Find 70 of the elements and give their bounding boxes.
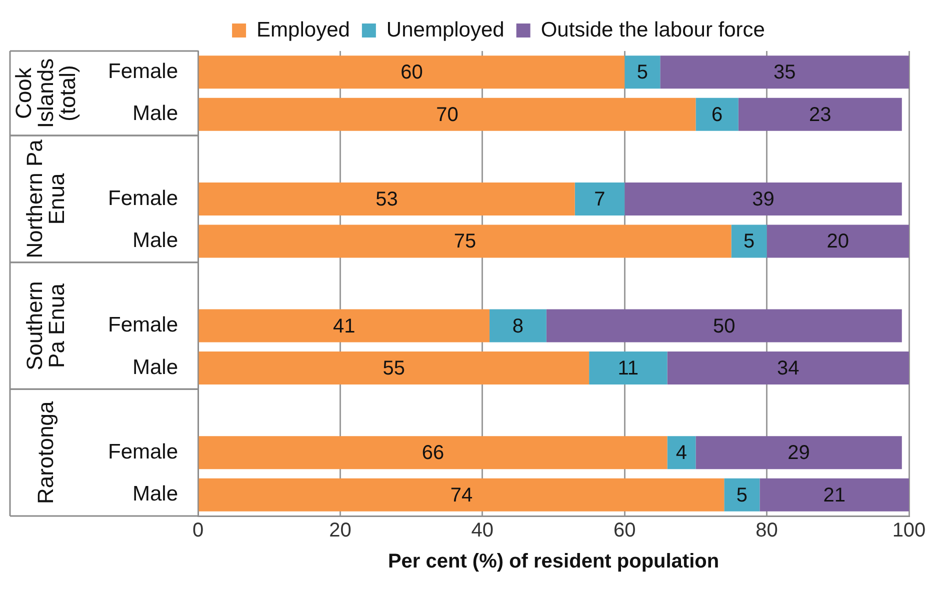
text: Rarotonga [33, 400, 58, 504]
data-label: 70 [436, 104, 458, 126]
bar [760, 478, 909, 512]
x-tick-label: 60 [613, 520, 636, 542]
data-label: 5 [743, 230, 755, 253]
bar [198, 436, 668, 470]
bar [198, 224, 732, 258]
data-label: 75 [454, 230, 476, 253]
data-label: 34 [777, 358, 800, 380]
data-label: 66 [422, 442, 444, 464]
data-label: 35 [773, 62, 796, 84]
data-label: 50 [713, 315, 736, 338]
y-tick-label: Male [132, 102, 178, 126]
data-label: 29 [788, 442, 810, 464]
data-label: 8 [512, 315, 524, 338]
y-tick-label: Female [108, 440, 178, 464]
data-label: 4 [676, 442, 688, 464]
x-tick-label: 20 [329, 520, 352, 542]
text: Cook Islands (total) [11, 58, 80, 128]
bar [667, 436, 696, 470]
data-label: 7 [594, 188, 606, 210]
x-tick-label: 0 [192, 520, 204, 542]
bar [667, 352, 909, 385]
x-tick-label: 40 [471, 520, 494, 542]
bar [696, 436, 902, 470]
bar [624, 56, 660, 89]
y-tick-label: Female [108, 60, 178, 83]
bar [624, 182, 902, 216]
y-tick-label: Male [132, 229, 178, 252]
y-tick-label: Male [132, 482, 178, 506]
bar [198, 98, 696, 131]
data-label: 11 [618, 358, 639, 380]
x-tick-label: 80 [756, 520, 778, 542]
y-tick-label: Female [108, 314, 178, 337]
x-axis-title: Per cent (%) of resident population [388, 550, 720, 573]
bar [660, 56, 909, 89]
data-label: 20 [826, 230, 850, 253]
y-tick-label: Male [132, 356, 178, 379]
bar [490, 309, 546, 342]
data-label: 60 [400, 62, 423, 84]
bar [724, 478, 760, 512]
data-label: 5 [736, 484, 748, 506]
bar [696, 98, 738, 131]
bar [198, 478, 724, 512]
data-label: 53 [376, 188, 398, 210]
bar [731, 224, 767, 258]
bar [198, 309, 490, 342]
bar [198, 182, 575, 216]
bar [198, 352, 590, 385]
y-tick-label: Female [108, 186, 178, 210]
data-label: 5 [636, 62, 648, 84]
legend-label: Outside the labour force [540, 18, 765, 42]
x-tick-label: 100 [892, 520, 926, 542]
bar [574, 182, 625, 216]
bar [766, 224, 909, 258]
legend-label: Employed [256, 18, 350, 42]
legend-label: Unemployed [386, 18, 504, 42]
data-label: 39 [752, 188, 774, 210]
bar [198, 56, 625, 89]
data-label: 21 [823, 484, 846, 506]
data-label: 23 [809, 104, 832, 126]
data-label: 55 [382, 358, 406, 380]
bar [738, 98, 902, 131]
data-label: 6 [711, 104, 723, 126]
bar [546, 309, 902, 342]
text: Southern Pa Enua [22, 281, 70, 370]
data-label: 74 [450, 484, 473, 506]
bar [589, 352, 668, 385]
data-label: 41 [333, 315, 356, 338]
text: Northern Pa Enua [22, 138, 70, 258]
